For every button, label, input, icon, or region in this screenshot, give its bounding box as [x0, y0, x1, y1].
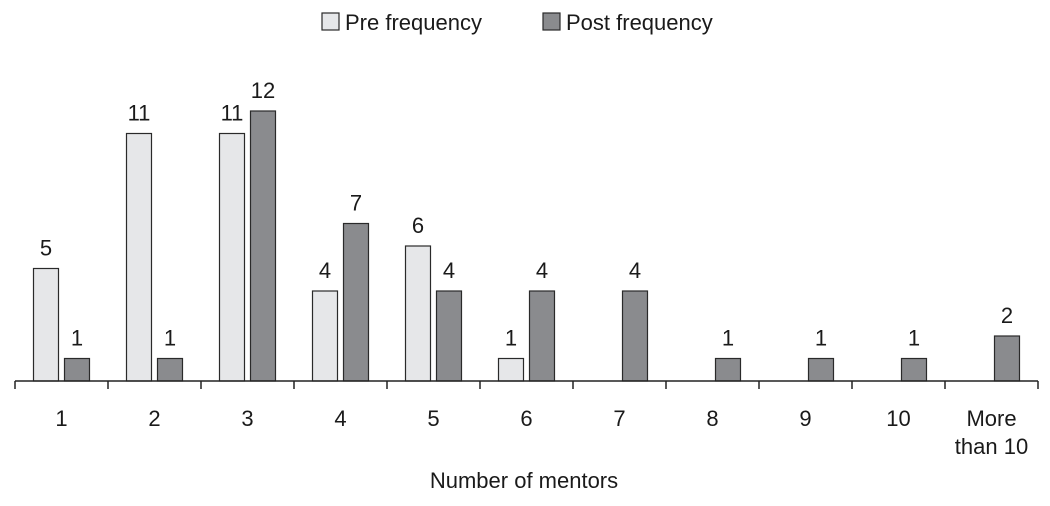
- bar-pre-frequency: [311, 290, 339, 382]
- x-tick-label: 10: [886, 406, 910, 431]
- data-label: 1: [815, 326, 827, 351]
- data-label: 7: [350, 191, 362, 216]
- x-tick-label: 5: [427, 406, 439, 431]
- bar-post-frequency: [993, 335, 1021, 382]
- bar-pre-frequency: [32, 267, 60, 382]
- data-label: 2: [1001, 303, 1013, 328]
- x-tick-label: 6: [520, 406, 532, 431]
- bar-post-frequency: [63, 357, 91, 382]
- x-axis-title: Number of mentors: [430, 468, 618, 493]
- bar-pre-frequency: [404, 245, 432, 382]
- x-tick-label: More: [966, 406, 1016, 431]
- bar-pre-frequency: [218, 132, 246, 382]
- legend: Pre frequency Post frequency: [321, 10, 713, 35]
- bar-post-frequency: [807, 357, 835, 382]
- bar-post-frequency: [156, 357, 184, 382]
- legend-label: Pre frequency: [345, 10, 482, 35]
- x-tick-label: 8: [706, 406, 718, 431]
- bar-post-frequency: [342, 222, 370, 382]
- legend-item-pre: Pre frequency: [321, 10, 482, 35]
- bar-post-frequency: [714, 357, 742, 382]
- x-tick-label: 2: [148, 406, 160, 431]
- data-label: 12: [251, 78, 275, 103]
- x-tick-label: 7: [613, 406, 625, 431]
- legend-item-post: Post frequency: [542, 10, 713, 35]
- data-label: 4: [319, 258, 331, 283]
- x-tick-label: 3: [241, 406, 253, 431]
- data-label: 11: [128, 101, 151, 126]
- bar-pre-frequency: [125, 132, 153, 382]
- bar-post-frequency: [249, 110, 277, 382]
- data-label: 1: [908, 326, 920, 351]
- data-label: 1: [71, 326, 83, 351]
- bar-post-frequency: [621, 290, 649, 382]
- bar-pre-frequency: [497, 357, 525, 382]
- data-label: 1: [505, 326, 517, 351]
- x-axis: 1 2 3 4 5 6 7 8 9 10 More than 10: [14, 380, 1039, 459]
- bar-post-frequency: [900, 357, 928, 382]
- x-tick-label: than 10: [955, 434, 1028, 459]
- data-label: 4: [536, 258, 548, 283]
- data-label: 4: [443, 258, 455, 283]
- data-label: 1: [164, 326, 176, 351]
- bar-post-frequency: [528, 290, 556, 382]
- legend-swatch: [321, 12, 340, 31]
- x-tick-label: 4: [334, 406, 346, 431]
- bars: [32, 110, 1021, 382]
- data-label: 4: [629, 258, 641, 283]
- data-label: 5: [40, 236, 52, 261]
- bar-post-frequency: [435, 290, 463, 382]
- data-label: 11: [221, 101, 244, 126]
- x-tick-label: 9: [799, 406, 811, 431]
- data-label: 6: [412, 213, 424, 238]
- data-label: 1: [722, 326, 734, 351]
- x-tick-label: 1: [55, 406, 67, 431]
- legend-label: Post frequency: [566, 10, 713, 35]
- legend-swatch: [542, 12, 561, 31]
